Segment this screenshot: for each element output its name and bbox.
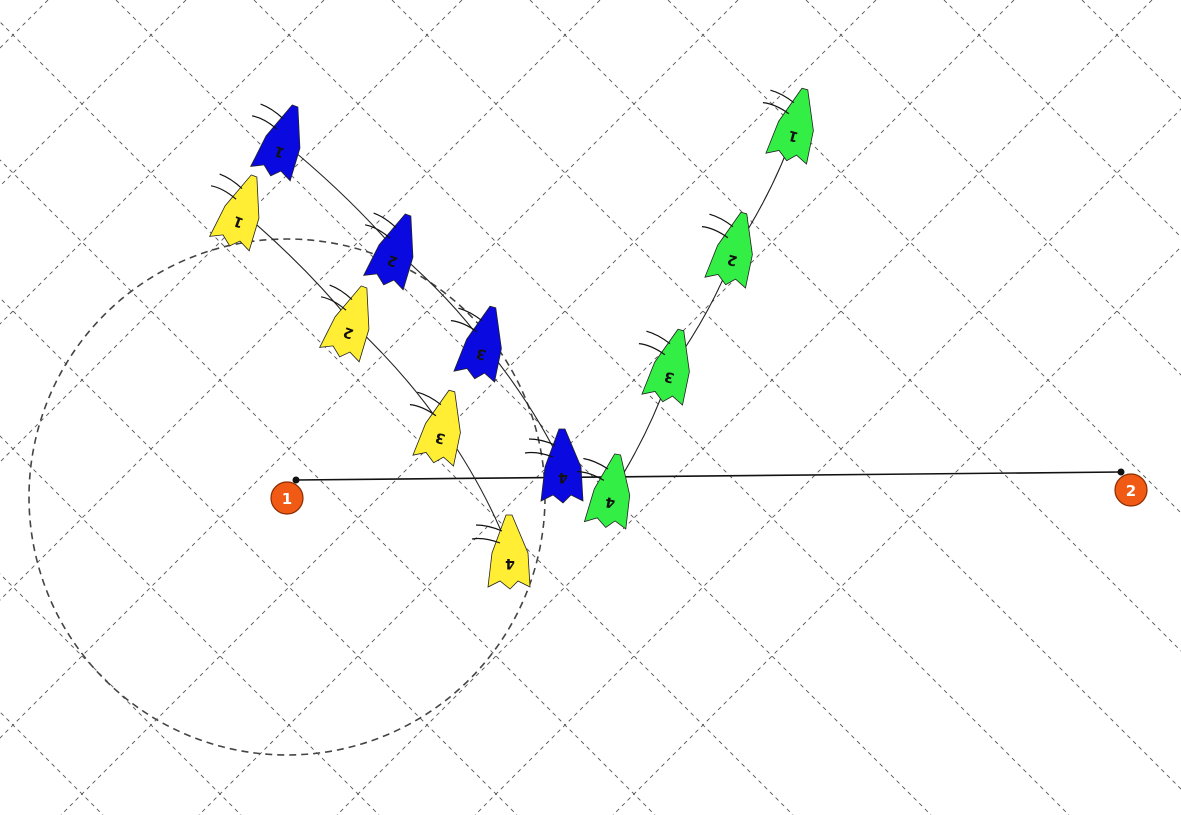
boat-sail bbox=[417, 391, 442, 406]
boat-yellow-2[interactable]: 2 bbox=[304, 274, 384, 363]
mark-1-disc[interactable] bbox=[270, 481, 304, 515]
boat-number: 3 bbox=[475, 345, 489, 363]
grid-line bbox=[805, 0, 1181, 376]
grid-line bbox=[115, 0, 932, 815]
grid-line bbox=[0, 0, 187, 187]
grid-line bbox=[60, 0, 877, 815]
boat-sail bbox=[528, 438, 556, 446]
boat-hull bbox=[765, 87, 814, 165]
boat-hull bbox=[487, 514, 531, 590]
grid-line bbox=[0, 21, 794, 815]
boat-hull bbox=[319, 285, 370, 363]
grid-line bbox=[0, 0, 739, 739]
boat-green-1[interactable]: 1 bbox=[750, 79, 825, 165]
grid-line bbox=[198, 0, 1015, 815]
boat-sail bbox=[260, 103, 284, 120]
mark-1[interactable]: 1 bbox=[270, 481, 304, 515]
boat-hull bbox=[583, 453, 631, 530]
start-line-segment bbox=[295, 471, 1122, 481]
start-line-end-right bbox=[1117, 468, 1125, 476]
grid-line bbox=[0, 0, 601, 601]
boat-sail bbox=[475, 524, 503, 532]
boat-green-4[interactable]: 4 bbox=[568, 448, 638, 531]
grid-line bbox=[391, 0, 1181, 790]
boat-sail bbox=[709, 213, 734, 228]
mark-2-label: 2 bbox=[1126, 482, 1136, 500]
boat-sail bbox=[524, 451, 554, 458]
grid-line bbox=[1081, 0, 1181, 100]
boat-yellow-1[interactable]: 1 bbox=[194, 163, 274, 252]
boat-yellow-3[interactable]: 3 bbox=[397, 381, 472, 467]
grid-line bbox=[253, 0, 1070, 815]
boat-hull bbox=[641, 328, 690, 406]
track-green bbox=[611, 125, 797, 493]
boat-sail bbox=[583, 457, 609, 470]
boat-hull bbox=[540, 428, 584, 504]
grid-line bbox=[0, 0, 463, 463]
boat-number: 3 bbox=[663, 368, 677, 386]
boat-blue-4[interactable]: 4 bbox=[524, 428, 584, 504]
grid-line bbox=[612, 246, 1181, 815]
boat-sail bbox=[646, 330, 671, 345]
start-line bbox=[292, 468, 1125, 484]
grid-line bbox=[529, 0, 1181, 652]
grid-line bbox=[0, 435, 380, 815]
boat-sail bbox=[409, 404, 437, 417]
boat-sail bbox=[770, 89, 795, 104]
boat-sail bbox=[373, 212, 397, 229]
grid-line bbox=[0, 711, 104, 815]
mark-2[interactable]: 2 bbox=[1114, 473, 1148, 507]
boat-sail bbox=[450, 320, 478, 333]
boat-hull bbox=[209, 174, 260, 252]
grid-line bbox=[667, 0, 1181, 514]
start-line-end-left bbox=[292, 476, 300, 484]
boat-green-3[interactable]: 3 bbox=[626, 320, 701, 406]
boat-hull bbox=[453, 305, 502, 383]
grid-line bbox=[0, 159, 656, 815]
boat-hull bbox=[250, 104, 301, 182]
boat-sail bbox=[219, 173, 243, 190]
boat-sail bbox=[638, 343, 666, 356]
boat-sail bbox=[762, 102, 790, 115]
boat-number: 1 bbox=[787, 127, 801, 145]
boat-sail bbox=[701, 226, 729, 239]
grid-line bbox=[0, 0, 325, 325]
boat-hull bbox=[412, 389, 461, 467]
boat-number: 4 bbox=[505, 555, 515, 571]
mark-1-label: 1 bbox=[282, 490, 292, 508]
mark-2-disc[interactable] bbox=[1114, 473, 1148, 507]
grid-line bbox=[336, 0, 1153, 815]
track-blue bbox=[282, 141, 564, 468]
boat-sail bbox=[251, 115, 278, 130]
boat-number: 4 bbox=[558, 469, 568, 485]
boat-hull bbox=[363, 213, 414, 291]
boat-sail bbox=[364, 224, 391, 239]
grid-line bbox=[0, 573, 242, 815]
boat-sail bbox=[210, 185, 237, 200]
boat-sail bbox=[320, 296, 347, 311]
boat-sail bbox=[458, 307, 483, 322]
boat-green-2[interactable]: 2 bbox=[689, 203, 764, 289]
boat-number: 2 bbox=[726, 251, 740, 269]
boat-blue-3[interactable]: 3 bbox=[438, 297, 513, 383]
grid-line bbox=[0, 297, 518, 815]
grid-line bbox=[474, 108, 1181, 815]
boat-blue-2[interactable]: 2 bbox=[348, 202, 428, 291]
boat-hull bbox=[704, 211, 753, 289]
boat-blue-1[interactable]: 1 bbox=[235, 93, 315, 182]
boat-number: 3 bbox=[434, 429, 448, 447]
boat-sail bbox=[577, 471, 605, 481]
boat-tracks bbox=[241, 125, 797, 554]
boat-sail bbox=[329, 284, 353, 301]
boat-sail bbox=[471, 537, 501, 544]
boat-yellow-4[interactable]: 4 bbox=[471, 514, 531, 590]
track-yellow bbox=[241, 211, 511, 554]
grid-line bbox=[943, 0, 1181, 238]
grid-line bbox=[0, 0, 49, 49]
boat-number: 4 bbox=[604, 493, 617, 510]
